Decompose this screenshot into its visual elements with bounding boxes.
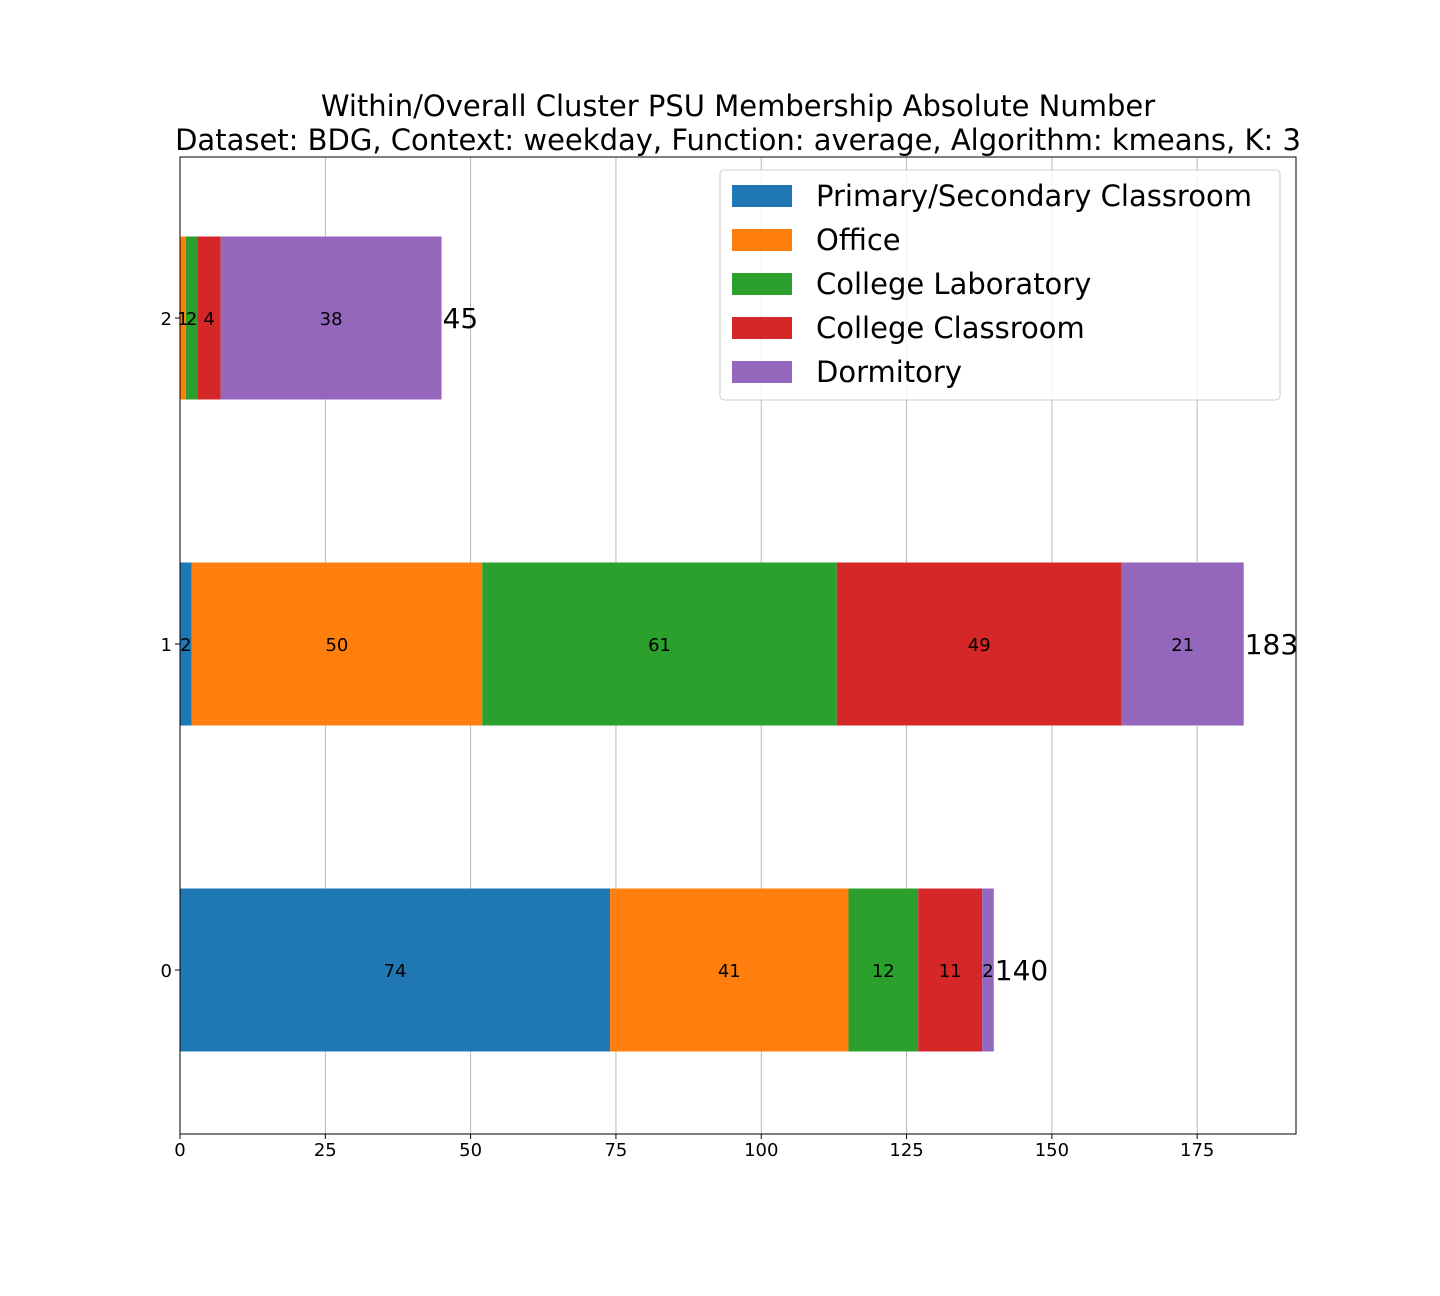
bar-total-label: 140	[995, 954, 1048, 987]
bar-segment	[220, 236, 442, 400]
y-axis: 0 1 2	[161, 309, 180, 982]
x-tick-label: 125	[889, 1140, 923, 1161]
legend-swatch	[732, 361, 792, 383]
legend-label: Primary/Secondary Classroom	[816, 179, 1252, 213]
x-tick-label: 25	[314, 1140, 337, 1161]
bar-segment-label: 49	[968, 635, 991, 656]
bar-segment-label: 11	[939, 961, 962, 982]
x-axis: 0 25 50 75 100 125 150 175	[174, 1134, 1214, 1161]
bar-segment	[180, 236, 186, 400]
legend-label: Office	[816, 223, 901, 257]
bar-segment	[982, 888, 994, 1052]
bar-segment	[180, 562, 192, 726]
bar-segment-label: 1	[177, 309, 188, 330]
bar-segment-label: 74	[384, 961, 407, 982]
bar-segment	[610, 888, 849, 1052]
legend-swatch	[732, 185, 792, 207]
bar-segment	[836, 562, 1122, 726]
bar-segment-label: 2	[982, 961, 993, 982]
legend-label: Dormitory	[816, 355, 962, 389]
y-tick-label: 2	[161, 309, 172, 330]
bar-segment	[918, 888, 983, 1052]
legend-box	[719, 169, 1281, 401]
x-tick-label: 175	[1180, 1140, 1214, 1161]
x-tick-label: 150	[1035, 1140, 1069, 1161]
bar-segment	[191, 562, 483, 726]
bar-segment-label: 61	[648, 635, 671, 656]
legend-swatch	[732, 317, 792, 339]
legend-label: College Classroom	[816, 311, 1085, 345]
plot-frame	[179, 156, 1297, 1135]
bar-total-label: 45	[443, 302, 479, 335]
bar-segment-label: 4	[203, 309, 214, 330]
y-tick-label: 1	[161, 635, 172, 656]
bar-segment	[1121, 562, 1244, 726]
bar-segment	[482, 562, 837, 726]
x-tick-label: 75	[604, 1140, 627, 1161]
bar-segment	[848, 888, 919, 1052]
bar-total-label: 183	[1245, 628, 1298, 661]
x-tick-label: 50	[459, 1140, 482, 1161]
bar-segment	[197, 236, 221, 400]
bar-segment-label: 2	[180, 635, 191, 656]
bar-segment-label: 41	[718, 961, 741, 982]
legend: Primary/Secondary Classroom Office College…	[719, 169, 1281, 401]
chart-title: Within/Overall Cluster PSU Membership Ab…	[321, 89, 1155, 123]
bar-segment-label: 38	[320, 309, 343, 330]
bar-segment-label: 21	[1171, 635, 1194, 656]
bar-segment-label: 2	[186, 309, 197, 330]
x-tick-label: 0	[174, 1140, 185, 1161]
x-tick-label: 100	[744, 1140, 778, 1161]
bar-segment	[180, 888, 611, 1052]
legend-swatch	[732, 273, 792, 295]
legend-label: College Laboratory	[816, 267, 1091, 301]
y-tick-label: 0	[161, 961, 172, 982]
bars	[180, 236, 1244, 1052]
bar-segment	[185, 236, 198, 400]
chart-subtitle: Dataset: BDG, Context: weekday, Function…	[175, 123, 1301, 157]
bar-segment-label: 12	[872, 961, 895, 982]
legend-swatch	[732, 229, 792, 251]
bar-segment-label: 50	[325, 635, 348, 656]
